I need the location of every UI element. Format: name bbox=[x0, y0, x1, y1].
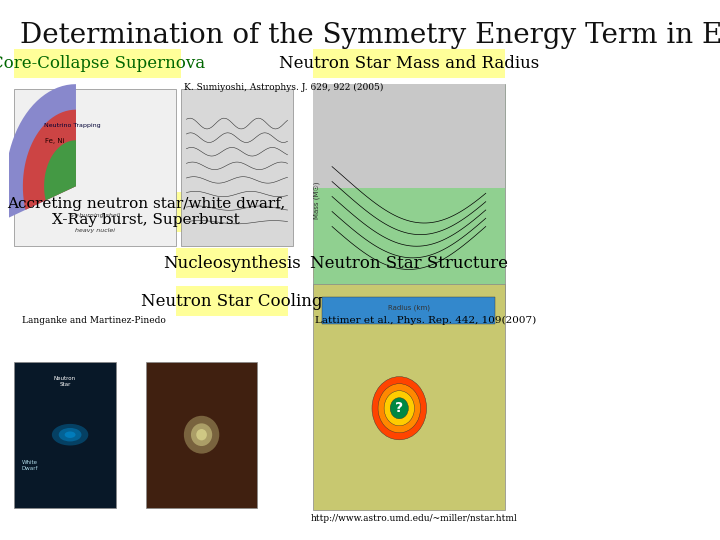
Text: Neutron Star Structure: Neutron Star Structure bbox=[310, 255, 508, 272]
Polygon shape bbox=[23, 110, 76, 210]
Ellipse shape bbox=[384, 391, 415, 426]
Text: Langanke and Martinez-Pinedo: Langanke and Martinez-Pinedo bbox=[22, 316, 166, 325]
Polygon shape bbox=[5, 84, 76, 218]
Text: White
Dwarf: White Dwarf bbox=[22, 460, 38, 471]
Text: Neutrino Trapping: Neutrino Trapping bbox=[44, 123, 100, 128]
FancyBboxPatch shape bbox=[312, 248, 505, 278]
FancyBboxPatch shape bbox=[176, 286, 287, 316]
Polygon shape bbox=[44, 140, 76, 200]
Ellipse shape bbox=[197, 429, 207, 441]
FancyBboxPatch shape bbox=[14, 362, 116, 508]
Text: S=burning shell: S=burning shell bbox=[71, 213, 120, 218]
Text: Nucleosynthesis: Nucleosynthesis bbox=[163, 255, 301, 272]
FancyBboxPatch shape bbox=[312, 49, 505, 78]
FancyBboxPatch shape bbox=[312, 84, 505, 188]
Text: Radius (km): Radius (km) bbox=[388, 305, 430, 311]
Text: Lattimer et al., Phys. Rep. 442, 109(2007): Lattimer et al., Phys. Rep. 442, 109(200… bbox=[315, 316, 536, 325]
Text: Neutron Star Cooling: Neutron Star Cooling bbox=[141, 293, 323, 309]
FancyBboxPatch shape bbox=[60, 192, 232, 232]
FancyBboxPatch shape bbox=[312, 84, 505, 316]
Ellipse shape bbox=[390, 397, 408, 419]
Ellipse shape bbox=[372, 377, 426, 440]
Ellipse shape bbox=[65, 431, 76, 438]
FancyBboxPatch shape bbox=[14, 89, 176, 246]
FancyBboxPatch shape bbox=[14, 49, 181, 78]
Text: Core-Collapse Supernova: Core-Collapse Supernova bbox=[0, 55, 205, 72]
Ellipse shape bbox=[52, 424, 89, 446]
Text: heavy nuclei: heavy nuclei bbox=[76, 228, 115, 233]
FancyBboxPatch shape bbox=[312, 284, 505, 510]
Ellipse shape bbox=[184, 416, 220, 454]
Ellipse shape bbox=[378, 383, 420, 433]
FancyBboxPatch shape bbox=[181, 89, 292, 246]
FancyBboxPatch shape bbox=[176, 248, 287, 278]
Ellipse shape bbox=[191, 423, 212, 446]
Text: Determination of the Symmetry Energy Term in EOS.: Determination of the Symmetry Energy Ter… bbox=[19, 22, 720, 49]
FancyBboxPatch shape bbox=[323, 297, 495, 325]
Text: Fe, Ni: Fe, Ni bbox=[45, 138, 65, 144]
FancyBboxPatch shape bbox=[146, 362, 257, 508]
Text: Neutron
Star: Neutron Star bbox=[54, 376, 76, 387]
Text: Mass (M☉): Mass (M☉) bbox=[313, 181, 320, 219]
Text: K. Sumiyoshi, Astrophys. J. 629, 922 (2005): K. Sumiyoshi, Astrophys. J. 629, 922 (20… bbox=[184, 83, 383, 92]
Text: Accreting neutron star/white dwarf,
X-Ray burst, Superburst: Accreting neutron star/white dwarf, X-Ra… bbox=[6, 197, 285, 227]
Text: Neutron Star Mass and Radius: Neutron Star Mass and Radius bbox=[279, 55, 539, 72]
Text: http://www.astro.umd.edu/~miller/nstar.html: http://www.astro.umd.edu/~miller/nstar.h… bbox=[310, 514, 517, 523]
Ellipse shape bbox=[59, 428, 81, 442]
Text: ?: ? bbox=[395, 401, 403, 415]
